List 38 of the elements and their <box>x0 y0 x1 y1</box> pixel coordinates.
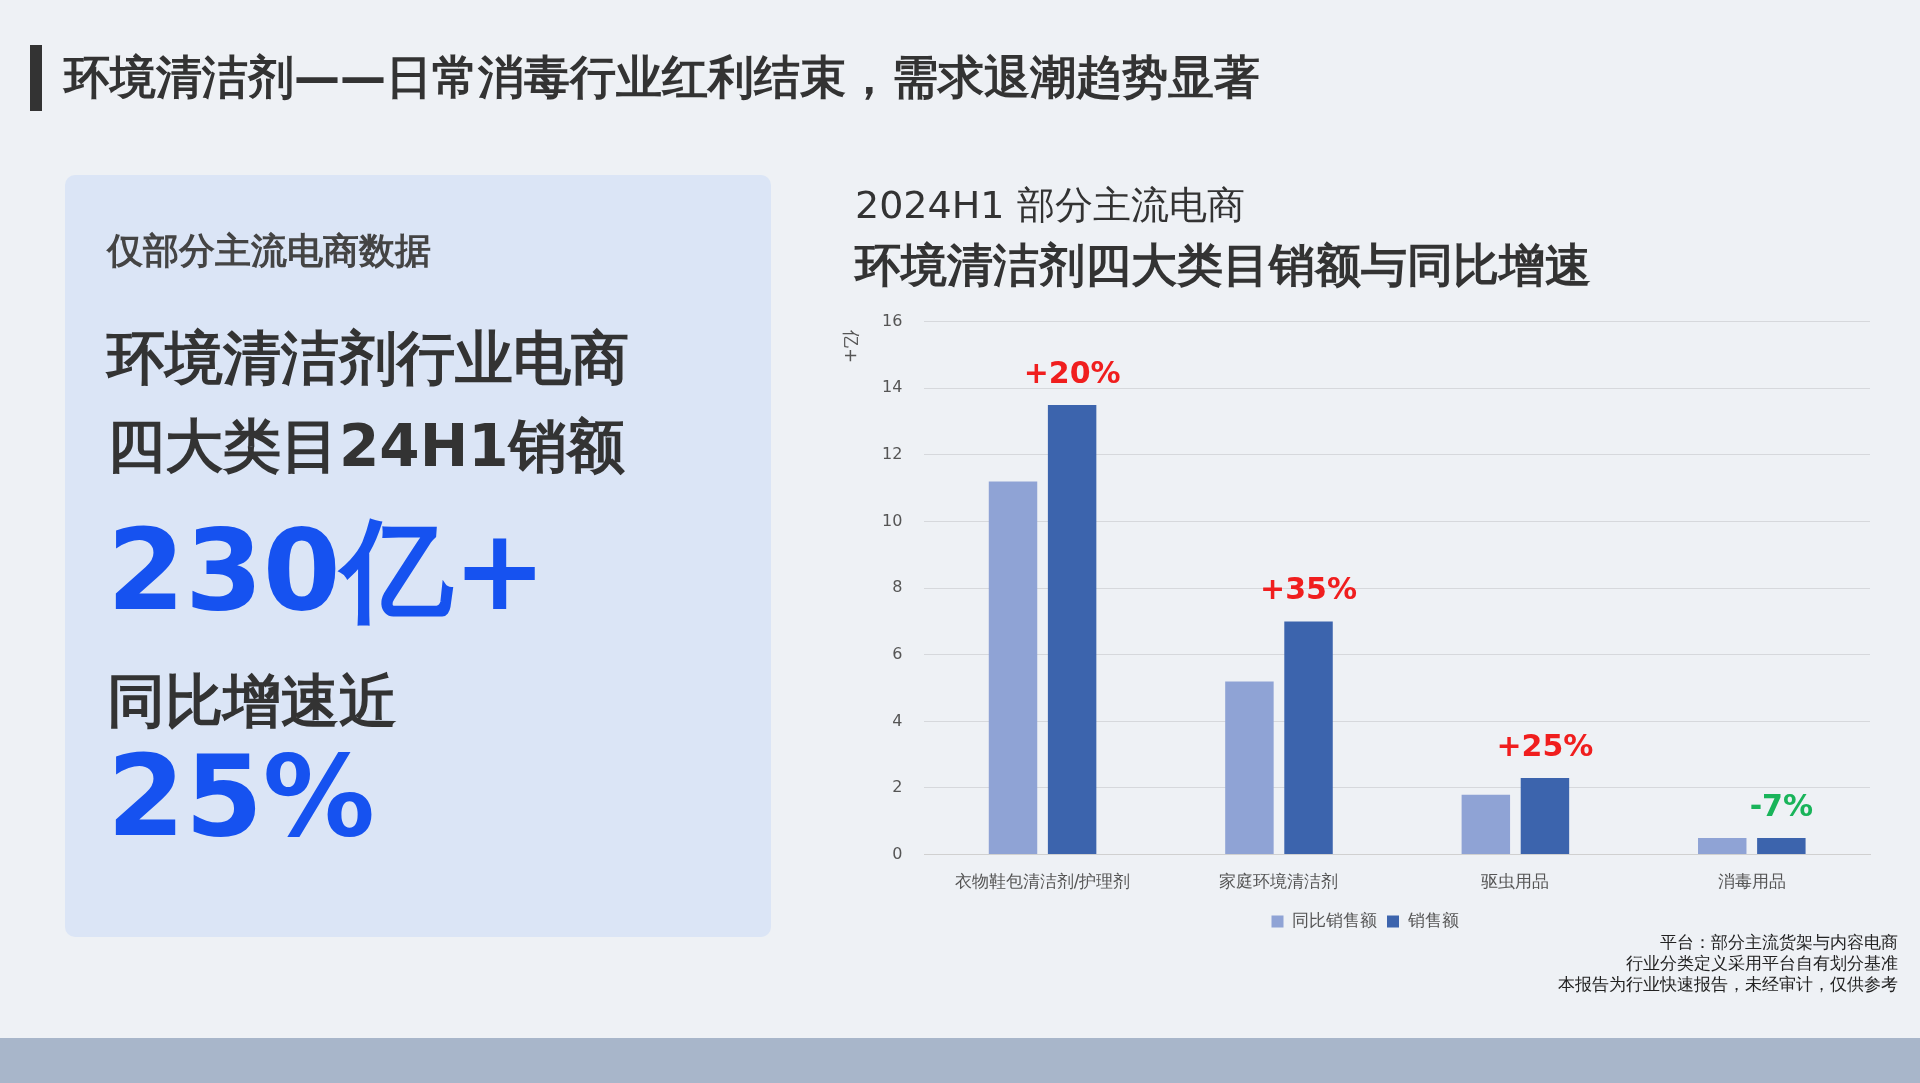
y-tick-label: 12 <box>882 444 903 464</box>
annotation: -7% <box>1749 787 1814 823</box>
bar <box>1284 621 1333 855</box>
y-tick-label: 0 <box>892 843 903 863</box>
chart-subtitle: 环境清洁剂四大类目销额与同比增速 <box>855 237 1591 294</box>
legend-label: 销售额 <box>1406 909 1459 930</box>
annotation: +35% <box>1260 571 1357 607</box>
text: 四大类目24H1销额 <box>107 411 625 482</box>
bar <box>988 481 1038 855</box>
y-tick-label: 8 <box>892 577 903 597</box>
bar <box>1461 794 1511 855</box>
text: 平台：部分主流货架与内容电商 <box>1660 932 1898 952</box>
text: 仅部分主流电商数据 <box>107 229 431 273</box>
y-tick-label: 16 <box>882 310 903 330</box>
x-tick-label: 消毒用品 <box>1717 871 1786 892</box>
annotation: +20% <box>1023 354 1121 390</box>
x-tick-label: 驱虫用品 <box>1481 871 1550 892</box>
x-tick-label: 家庭环境清洁剂 <box>1219 871 1339 892</box>
bar <box>1757 837 1806 855</box>
legend-label: 同比销售额 <box>1292 909 1377 930</box>
text: 环境清洁剂行业电商 <box>107 323 629 394</box>
y-tick-label: 6 <box>892 643 903 663</box>
text: 230亿+ <box>107 504 547 637</box>
bar <box>1520 777 1570 855</box>
text: 环境清洁剂——日常消毒行业红利结束，需求退潮趋势显著 <box>64 49 1260 106</box>
y-axis-title: 亿+ <box>841 329 863 364</box>
annotation: +25% <box>1496 727 1594 763</box>
bar <box>1225 681 1274 855</box>
chart-title: 2024H1 部分主流电商 <box>855 182 1246 229</box>
y-tick-label: 4 <box>892 710 903 730</box>
bar <box>1047 404 1097 855</box>
text: 本报告为行业快速报告，未经审计，仅供参考 <box>1558 974 1898 994</box>
y-tick-label: 14 <box>882 377 903 397</box>
x-tick-label: 衣物鞋包清洁剂/护理剂 <box>954 871 1131 892</box>
text: 行业分类定义采用平台自有划分基准 <box>1626 953 1898 973</box>
y-tick-label: 2 <box>892 777 903 797</box>
bar <box>1698 837 1747 855</box>
y-tick-label: 10 <box>882 510 903 530</box>
